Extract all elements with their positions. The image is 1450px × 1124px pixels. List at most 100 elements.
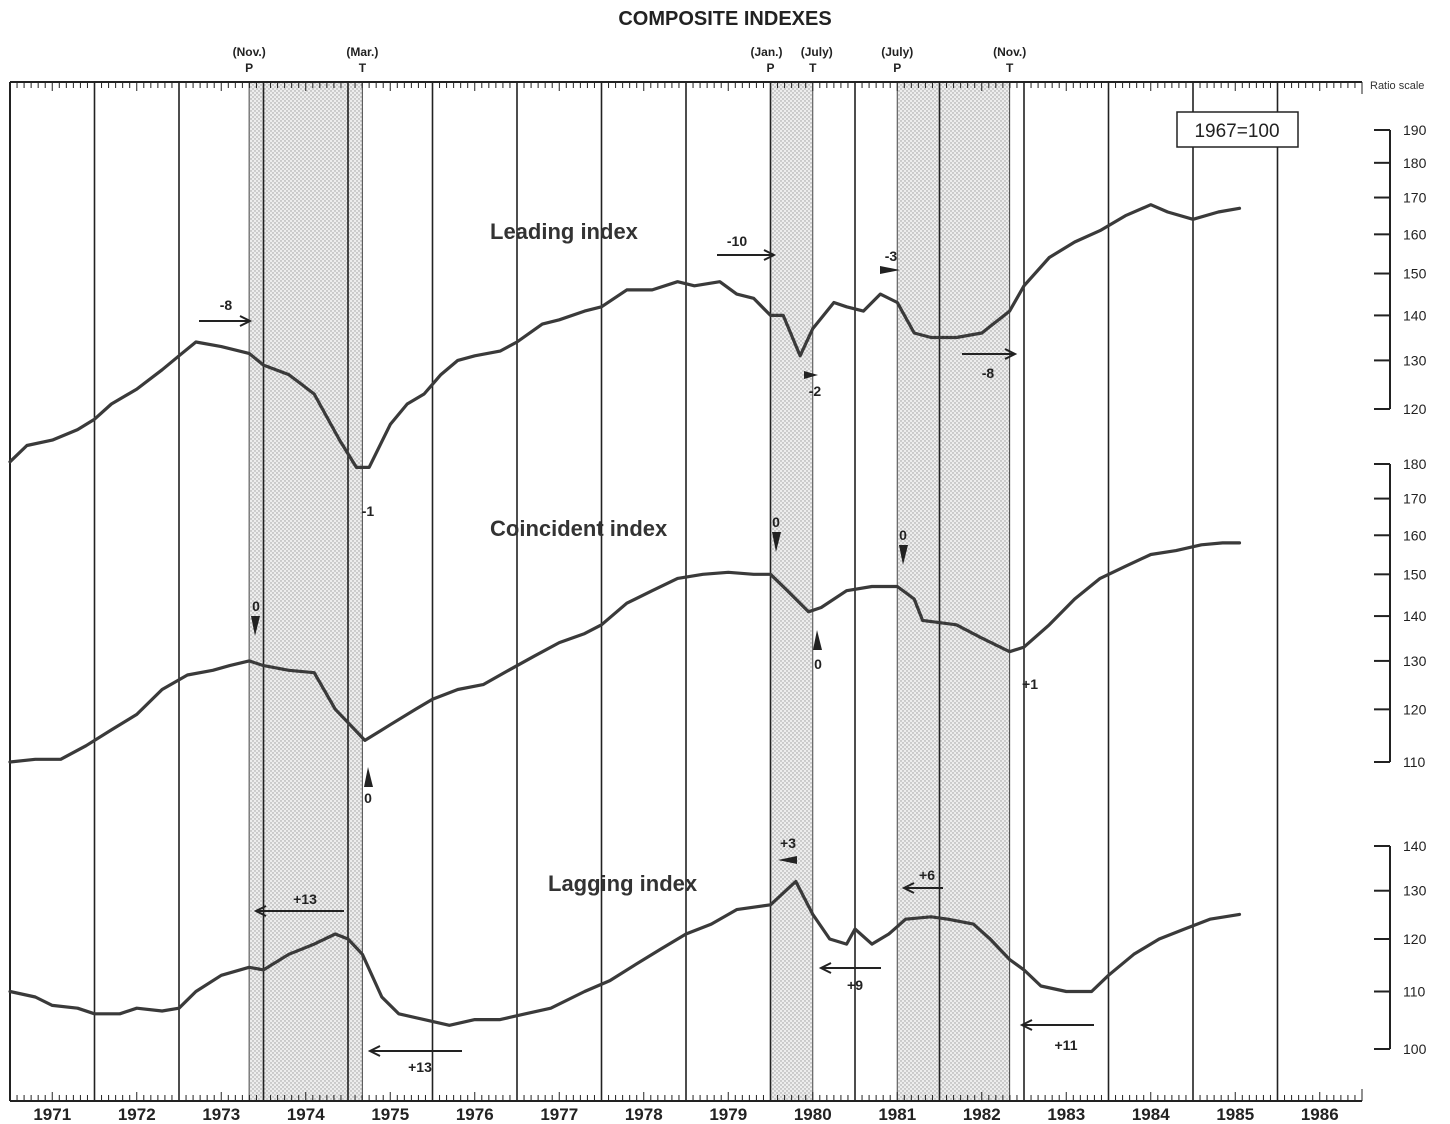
scale-tick-label: 110: [1403, 754, 1426, 770]
year-label: 1975: [371, 1105, 409, 1124]
recession-shading: [249, 82, 1010, 1101]
year-label: 1982: [963, 1105, 1001, 1124]
scale-tick-label: 130: [1403, 352, 1427, 368]
scale-tick-label: 180: [1403, 155, 1427, 171]
annotation-leading-5: -3: [885, 248, 898, 264]
year-label: 1979: [709, 1105, 747, 1124]
leading-index-label: Leading index: [490, 219, 639, 244]
annotation-lagging-5: +6: [919, 867, 935, 883]
marker-triangle-icon: [804, 371, 818, 379]
year-label: 1971: [33, 1105, 71, 1124]
annotation-leading-2: -1: [362, 503, 375, 519]
annotation-leading-6: -8: [982, 365, 995, 381]
coincident-index-label: Coincident index: [490, 516, 668, 541]
annotation-coincident-4: 0: [814, 656, 822, 672]
arrow-left-icon: [901, 882, 943, 894]
arrow-left-icon: [253, 905, 344, 917]
recession-band-1: [770, 82, 813, 1101]
scale-tick-label: 160: [1403, 226, 1427, 242]
arrow-left-icon: [367, 1045, 462, 1057]
marker-triangle-icon: [778, 856, 797, 864]
turning-point-type: P: [893, 61, 901, 75]
year-label: 1978: [625, 1105, 663, 1124]
arrow-right-icon: [199, 315, 253, 327]
lagging-index-label: Lagging index: [548, 871, 698, 896]
arrow-left-icon: [818, 962, 881, 974]
turning-point-month: (Nov.): [233, 45, 266, 59]
annotation-lagging-4: +9: [847, 977, 863, 993]
series-lines: [8, 203, 1242, 1027]
scale-tick-label: 120: [1403, 701, 1427, 717]
turning-point-type: P: [245, 61, 253, 75]
year-label: 1973: [202, 1105, 240, 1124]
marker-up-icon: [813, 630, 822, 650]
turning-point-month: (Jan.): [750, 45, 782, 59]
annotation-coincident-2: 0: [364, 790, 372, 806]
arrow-right-icon: [717, 249, 777, 261]
turning-point-labels: (Nov.) P (Mar.) T (Jan.) P (July) T (July) P (Nov.…: [233, 45, 1027, 75]
marker-triangle-icon: [880, 266, 900, 274]
marker-down-icon: [899, 545, 908, 565]
annotation-lagging-1: +13: [293, 891, 317, 907]
turning-point-type: T: [1006, 61, 1014, 75]
recession-band-2: [897, 82, 1010, 1101]
annotation-coincident-6: +1: [1022, 676, 1038, 692]
marker-down-icon: [251, 616, 260, 636]
scale-tick-label: 140: [1403, 608, 1427, 624]
marker-down-icon: [772, 532, 781, 552]
ratio-scale-label: Ratio scale: [1370, 80, 1424, 92]
year-label: 1977: [540, 1105, 578, 1124]
annotation-coincident-1: 0: [252, 598, 260, 614]
turning-point-month: (Nov.): [993, 45, 1026, 59]
scale-tick-label: 160: [1403, 527, 1427, 543]
series-line-2: [8, 879, 1242, 1027]
year-label: 1985: [1216, 1105, 1254, 1124]
turning-point-type: P: [766, 61, 774, 75]
turning-point-month: (July): [881, 45, 913, 59]
ratio-scales: 120 130 140 150 160 170 180 190 110 120 130 140 150 1…: [1374, 122, 1427, 1057]
annotation-leading-1: -8: [220, 297, 233, 313]
scale-tick-label: 140: [1403, 838, 1427, 854]
base-year-box: [1176, 111, 1299, 148]
annotation-coincident-3: 0: [772, 514, 780, 530]
scale-tick-label: 120: [1403, 401, 1427, 417]
turning-point-type: T: [359, 61, 367, 75]
year-label: 1986: [1301, 1105, 1339, 1124]
year-label: 1981: [878, 1105, 916, 1124]
scale-tick-label: 140: [1403, 307, 1427, 323]
turning-point-month: (July): [801, 45, 833, 59]
scale-tick-label: 130: [1403, 653, 1427, 669]
scale-tick-label: 100: [1403, 1041, 1427, 1057]
turning-point-type: T: [809, 61, 817, 75]
annotation-coincident-5: 0: [899, 527, 907, 543]
year-gridlines: [93, 82, 1279, 1101]
recession-band-0: [249, 82, 363, 1101]
annotation-lagging-3: +3: [780, 835, 796, 851]
lead-lag-annotations: -8 -1 -10 -2 -3 -8 0 0 0 0 0 +1 +13 +13 …: [199, 233, 1094, 1075]
year-label: 1983: [1047, 1105, 1085, 1124]
year-label: 1972: [118, 1105, 156, 1124]
scale-tick-label: 170: [1403, 491, 1427, 507]
scale-tick-label: 170: [1403, 190, 1427, 206]
annotation-lagging-6: +11: [1055, 1037, 1078, 1053]
base-year-label: 1967=100: [1194, 121, 1279, 142]
annotation-leading-4: -2: [809, 383, 822, 399]
series-line-0: [8, 203, 1242, 469]
scale-tick-label: 190: [1403, 122, 1427, 138]
year-label: 1984: [1132, 1105, 1170, 1124]
year-label: 1976: [456, 1105, 494, 1124]
scale-tick-label: 150: [1403, 566, 1427, 582]
scale-tick-label: 130: [1403, 883, 1427, 899]
arrow-left-icon: [1019, 1019, 1094, 1031]
series-line-1: [8, 541, 1242, 764]
scale-tick-label: 120: [1403, 931, 1427, 947]
arrow-right-icon: [962, 348, 1018, 360]
scale-tick-label: 180: [1403, 456, 1427, 472]
scale-tick-label: 110: [1403, 983, 1426, 999]
annotation-lagging-2: +13: [408, 1059, 432, 1075]
annotation-leading-3: -10: [727, 233, 747, 249]
year-label: 1974: [287, 1105, 325, 1124]
chart-title: COMPOSITE INDEXES: [618, 8, 831, 30]
scale-tick-label: 150: [1403, 266, 1427, 282]
